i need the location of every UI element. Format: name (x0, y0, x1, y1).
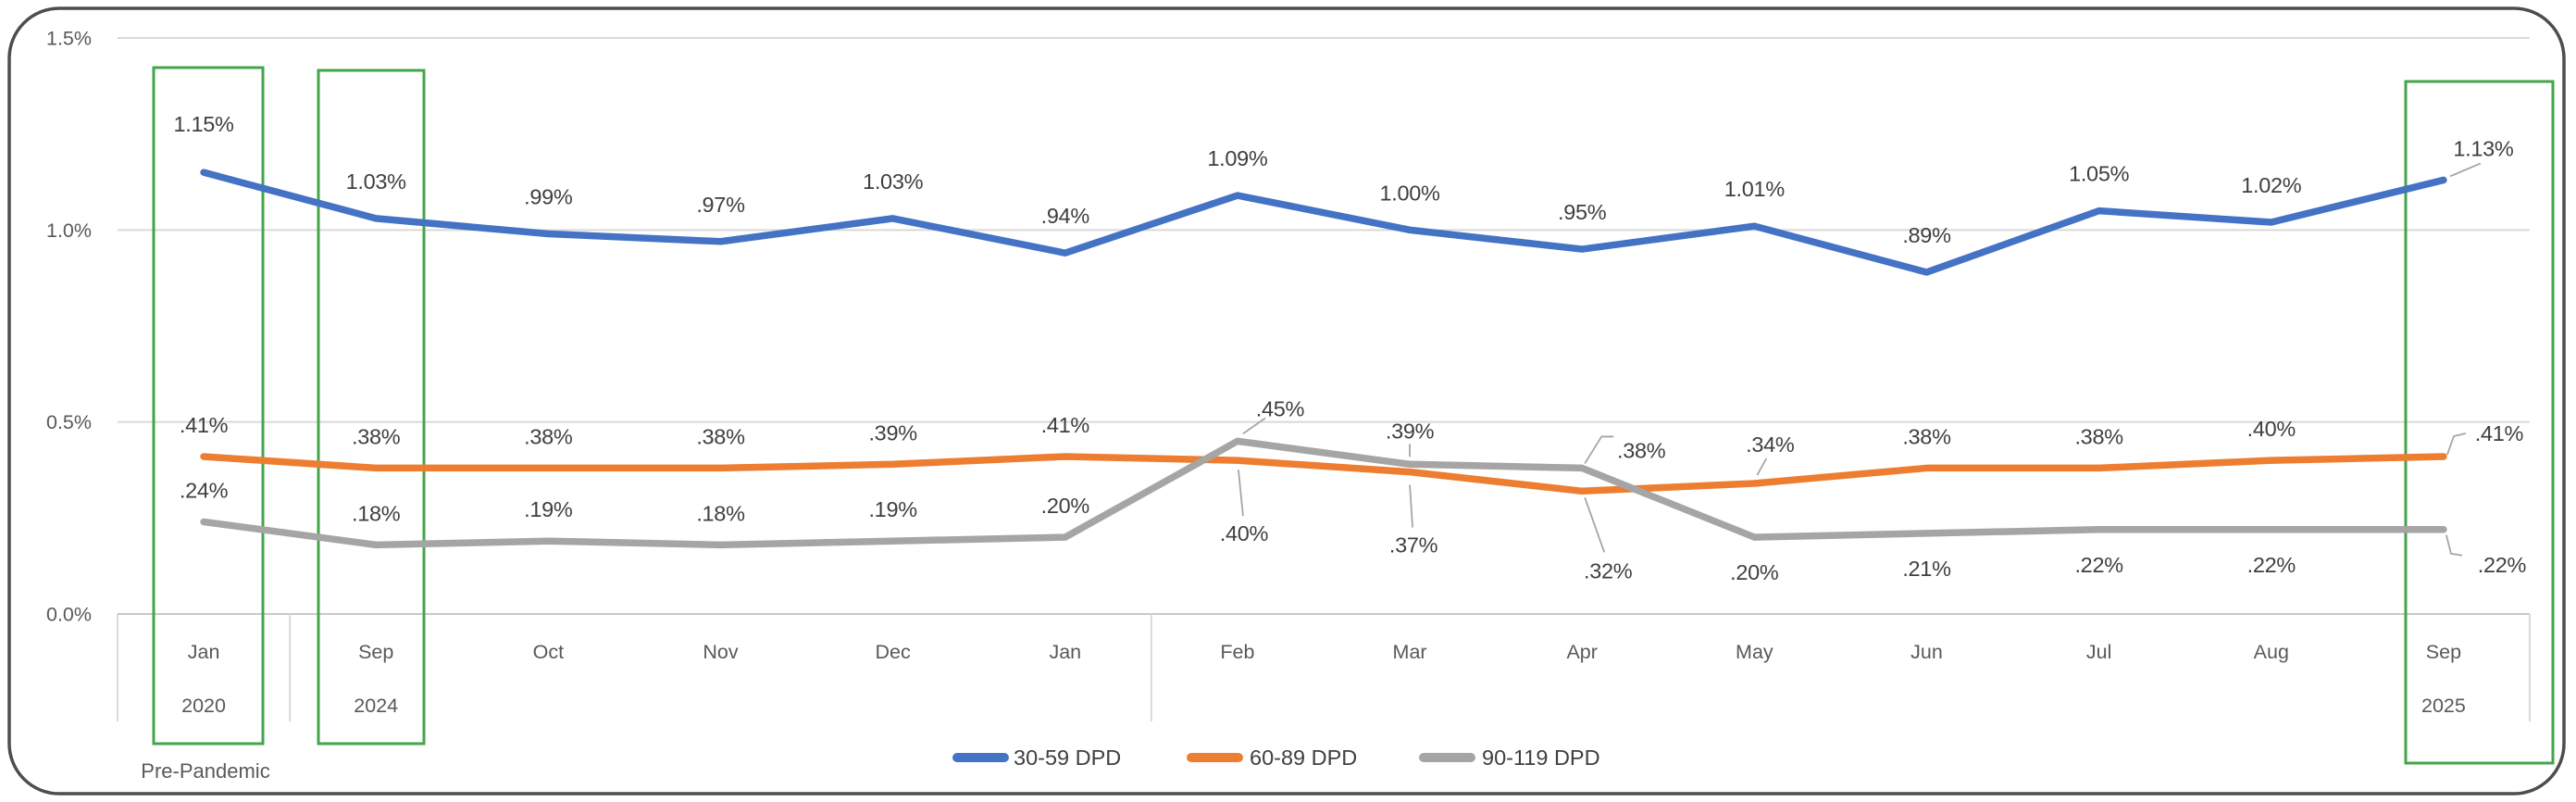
data-label-90-119-dpd: .21% (1902, 557, 1951, 581)
x-axis-month-label: Oct (533, 641, 564, 663)
data-label-90-119-dpd: .20% (1041, 494, 1090, 518)
data-label-90-119-dpd: .18% (352, 501, 401, 525)
data-label-90-119-dpd: .22% (2247, 553, 2296, 577)
x-axis-month-label: Nov (703, 641, 738, 663)
x-axis-month-label: Sep (358, 641, 393, 663)
data-label-30-59-dpd: .97% (696, 193, 745, 217)
data-label-60-89-dpd: .40% (2247, 417, 2296, 441)
data-label-30-59-dpd: 1.05% (2069, 162, 2130, 186)
label-leader-line (1756, 457, 1768, 476)
chart-border (7, 6, 2566, 796)
y-tick-label: 1.5% (46, 28, 92, 50)
data-label-30-59-dpd: 1.01% (1724, 177, 1786, 201)
legend-swatch-30-59-dpd (952, 753, 1009, 762)
data-label-60-89-dpd: .41% (1041, 413, 1090, 437)
data-label-60-89-dpd: .38% (696, 424, 745, 448)
data-label-30-59-dpd: .95% (1558, 200, 1607, 224)
x-axis-month-label: Apr (1566, 641, 1597, 663)
data-label-30-59-dpd: 1.13% (2453, 136, 2514, 160)
highlight-box-sep-2024 (317, 69, 426, 746)
legend-swatch-90-119-dpd (1419, 753, 1475, 762)
legend-label-90-119-dpd: 90-119 DPD (1482, 746, 1600, 770)
data-label-60-89-dpd: .41% (180, 413, 229, 437)
x-axis-month-label: Dec (876, 641, 911, 663)
data-label-90-119-dpd: .45% (1256, 396, 1305, 420)
data-label-30-59-dpd: 1.03% (346, 169, 407, 194)
data-label-60-89-dpd: .34% (1746, 432, 1795, 457)
label-leader-line (1409, 484, 1413, 528)
data-label-90-119-dpd: .19% (524, 497, 573, 521)
label-leader-line (2446, 432, 2467, 456)
data-label-90-119-dpd: .38% (1617, 438, 1666, 462)
data-label-30-59-dpd: 1.00% (1380, 181, 1441, 205)
highlight-box-jan-2020 (152, 66, 265, 746)
data-label-90-119-dpd: .39% (1386, 419, 1435, 443)
data-label-90-119-dpd: .22% (2074, 553, 2123, 577)
x-axis-month-label: Jun (1910, 641, 1943, 663)
legend-label-30-59-dpd: 30-59 DPD (1014, 746, 1121, 770)
data-label-90-119-dpd: .18% (696, 501, 745, 525)
series-line-90-119-dpd (200, 437, 2447, 549)
data-label-90-119-dpd: .19% (868, 497, 917, 521)
series-line-30-59-dpd (200, 169, 2447, 276)
data-label-60-89-dpd: .38% (1902, 424, 1951, 448)
data-label-30-59-dpd: 1.02% (2241, 173, 2302, 197)
data-label-60-89-dpd: .40% (1220, 521, 1269, 545)
data-label-90-119-dpd: .22% (2478, 553, 2527, 577)
x-axis-month-label: Mar (1393, 641, 1427, 663)
data-label-30-59-dpd: 1.03% (863, 169, 924, 194)
data-label-60-89-dpd: .32% (1584, 558, 1633, 583)
y-tick-label: 0.5% (46, 411, 92, 433)
x-axis-year-label: 2024 (354, 695, 398, 717)
data-label-60-89-dpd: .39% (868, 420, 917, 445)
label-leader-line (1242, 417, 1266, 435)
data-label-30-59-dpd: 1.15% (174, 112, 235, 136)
x-axis-month-label: Jan (188, 641, 220, 663)
x-axis-year-label: 2025 (2421, 695, 2466, 717)
data-label-90-119-dpd: .20% (1730, 560, 1779, 584)
series-line-60-89-dpd (200, 453, 2447, 495)
data-label-30-59-dpd: .94% (1041, 204, 1090, 228)
label-leader-line (2449, 162, 2482, 178)
data-label-60-89-dpd: .38% (524, 424, 573, 448)
data-label-30-59-dpd: .99% (524, 184, 573, 208)
label-leader-line (1238, 470, 1244, 517)
label-leader-line (1584, 497, 1606, 553)
data-label-90-119-dpd: .24% (180, 478, 229, 502)
legend-label-60-89-dpd: 60-89 DPD (1250, 746, 1357, 770)
x-axis-year-label: 2020 (181, 695, 226, 717)
data-label-60-89-dpd: .41% (2475, 421, 2524, 445)
x-axis-month-label: Feb (1220, 641, 1254, 663)
x-axis-month-label: Aug (2254, 641, 2289, 663)
y-tick-label: 0.0% (46, 604, 92, 626)
label-leader-line (1584, 435, 1614, 464)
x-axis-month-label: Jul (2086, 641, 2111, 663)
pre-pandemic-label: Pre-Pandemic (141, 759, 269, 783)
x-axis-month-label: May (1736, 641, 1773, 663)
data-label-60-89-dpd: .37% (1389, 533, 1438, 558)
x-axis-month-label: Sep (2426, 641, 2461, 663)
label-leader-line (2445, 534, 2463, 557)
y-tick-label: 1.0% (46, 219, 92, 242)
data-label-60-89-dpd: .38% (352, 424, 401, 448)
highlight-box-sep-2025 (2404, 80, 2555, 765)
legend-swatch-60-89-dpd (1187, 753, 1243, 762)
data-label-60-89-dpd: .38% (2074, 424, 2123, 448)
data-label-30-59-dpd: .89% (1902, 223, 1951, 247)
data-label-30-59-dpd: 1.09% (1207, 146, 1268, 170)
x-axis-month-label: Jan (1049, 641, 1081, 663)
